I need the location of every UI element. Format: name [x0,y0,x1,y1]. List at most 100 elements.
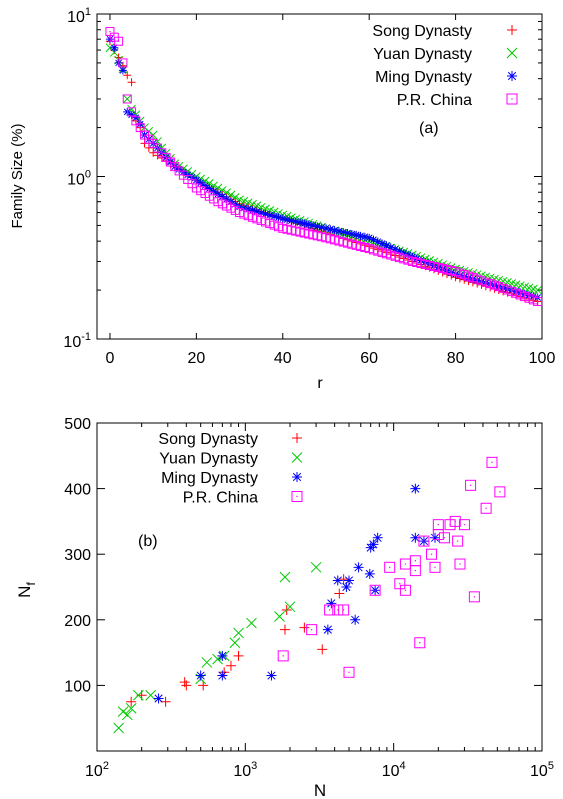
legend-a: Song Dynasty Yuan Dynasty Ming Dynasty P.R.… [372,23,518,109]
data-point-a [131,113,140,122]
data-point-b [384,561,396,573]
data-point-b [229,637,241,649]
data-point-a [118,66,127,75]
x-tick-label-b: 102 [85,760,109,780]
y-tick-label-b: 300 [64,547,91,564]
data-point-a [252,207,261,216]
data-point-b [153,693,164,704]
data-point-a [200,176,210,186]
data-point-a [296,218,305,227]
data-point-b [369,584,381,596]
data-point-b [341,582,352,592]
data-point-a [347,229,356,238]
data-point-a [300,219,309,228]
data-points-b [113,456,506,734]
data-point-a [291,217,300,226]
data-point-b [233,627,244,639]
x-tick-label-a: 40 [274,350,292,367]
y-axis-ticks-a: 10-1 100 101 [63,6,542,351]
data-point-a [326,225,335,234]
data-point-b [350,614,361,625]
legend-label-b: Ming Dynasty [161,470,258,487]
legend-marker-a [506,93,518,105]
data-point-a [533,297,543,307]
legend-marker-a [507,71,517,81]
plot-area-a [96,13,543,340]
data-point-a [122,94,132,104]
data-point-b [410,532,421,543]
data-point-a [283,215,292,224]
data-point-b [117,706,129,717]
data-point-b [233,650,244,661]
data-point-b [246,617,257,629]
legend-label-a: Song Dynasty [372,23,472,40]
data-point-b [410,483,421,494]
data-point-a [365,233,374,242]
data-point-b [217,650,228,661]
data-point-b [409,555,421,567]
data-point-a [369,235,378,244]
data-point-a [278,214,287,223]
data-point-b [399,584,411,596]
data-point-b [429,561,441,573]
legend-marker-a [507,25,517,35]
data-point-a [244,205,253,214]
data-point-b [338,574,349,585]
data-point-b [217,670,228,681]
legend-label-b: Song Dynasty [158,431,258,448]
data-point-a [127,107,137,117]
data-point-b [310,561,322,573]
y-tick-label-b: 500 [64,416,91,433]
y-axis-label-a: Family Size (%) [9,123,26,228]
data-point-b [480,502,492,514]
data-point-a [213,190,222,199]
data-point-b [409,565,421,577]
data-point-a [205,184,214,193]
data-point-a [352,230,361,239]
data-point-a [248,206,257,215]
data-point-a [261,209,270,218]
data-point-a [378,239,387,248]
data-point-a [287,216,296,225]
legend-marker-a [506,47,518,59]
data-point-b [418,535,430,547]
data-point-b [279,624,290,635]
data-point-a [317,223,326,232]
x-tick-label-a: 20 [187,350,205,367]
legend-marker-b [292,472,302,482]
x-axis-ticks-a: 0 20 40 60 80 100 [106,14,555,367]
y-tick-label-b: 200 [64,613,91,630]
data-point-b [277,650,289,662]
data-point-b [332,604,344,616]
data-point-a [222,195,231,204]
y-tick-label-b: 100 [64,678,91,695]
data-point-a [304,220,313,229]
data-point-a [533,285,543,295]
data-point-b [326,598,337,609]
plot-area-b [96,422,543,752]
y-axis-label-b: Nf [15,582,38,598]
legend-marker-b [292,433,302,443]
data-point-b [454,558,466,570]
data-point-b [274,611,285,622]
data-point-b [266,670,277,681]
data-point-b [368,539,379,550]
panel-a: 0 20 40 60 80 100 10-1 100 101 Song Dynasty Yuan… [9,6,555,392]
data-point-a [118,58,128,68]
data-point-b [494,486,506,498]
x-tick-label-a: 60 [360,350,378,367]
data-point-b [113,722,125,734]
data-point-a [343,229,352,238]
data-point-a [110,43,119,52]
data-point-a [382,241,391,250]
data-point-b [432,519,444,531]
data-point-b [430,532,441,543]
data-point-b [465,479,477,491]
data-point-a [201,181,210,190]
data-point-b [334,588,345,599]
data-point-b [181,680,192,691]
data-point-b [343,666,355,678]
data-point-b [306,624,318,636]
legend-label-a: P.R. China [397,92,472,109]
y-axis-ticks-b: 100 200 300 400 500 [64,416,542,695]
